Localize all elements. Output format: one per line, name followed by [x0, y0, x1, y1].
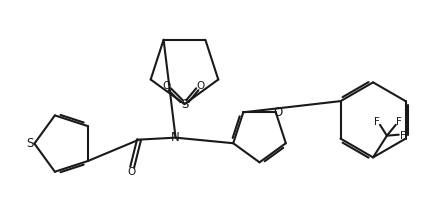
Text: N: N — [171, 131, 180, 144]
Text: S: S — [181, 98, 188, 111]
Text: O: O — [163, 81, 171, 91]
Text: O: O — [127, 167, 135, 177]
Text: S: S — [26, 137, 33, 150]
Text: O: O — [273, 106, 282, 119]
Text: F: F — [374, 117, 380, 127]
Text: F: F — [396, 117, 402, 127]
Text: F: F — [400, 131, 406, 141]
Text: O: O — [196, 81, 204, 91]
